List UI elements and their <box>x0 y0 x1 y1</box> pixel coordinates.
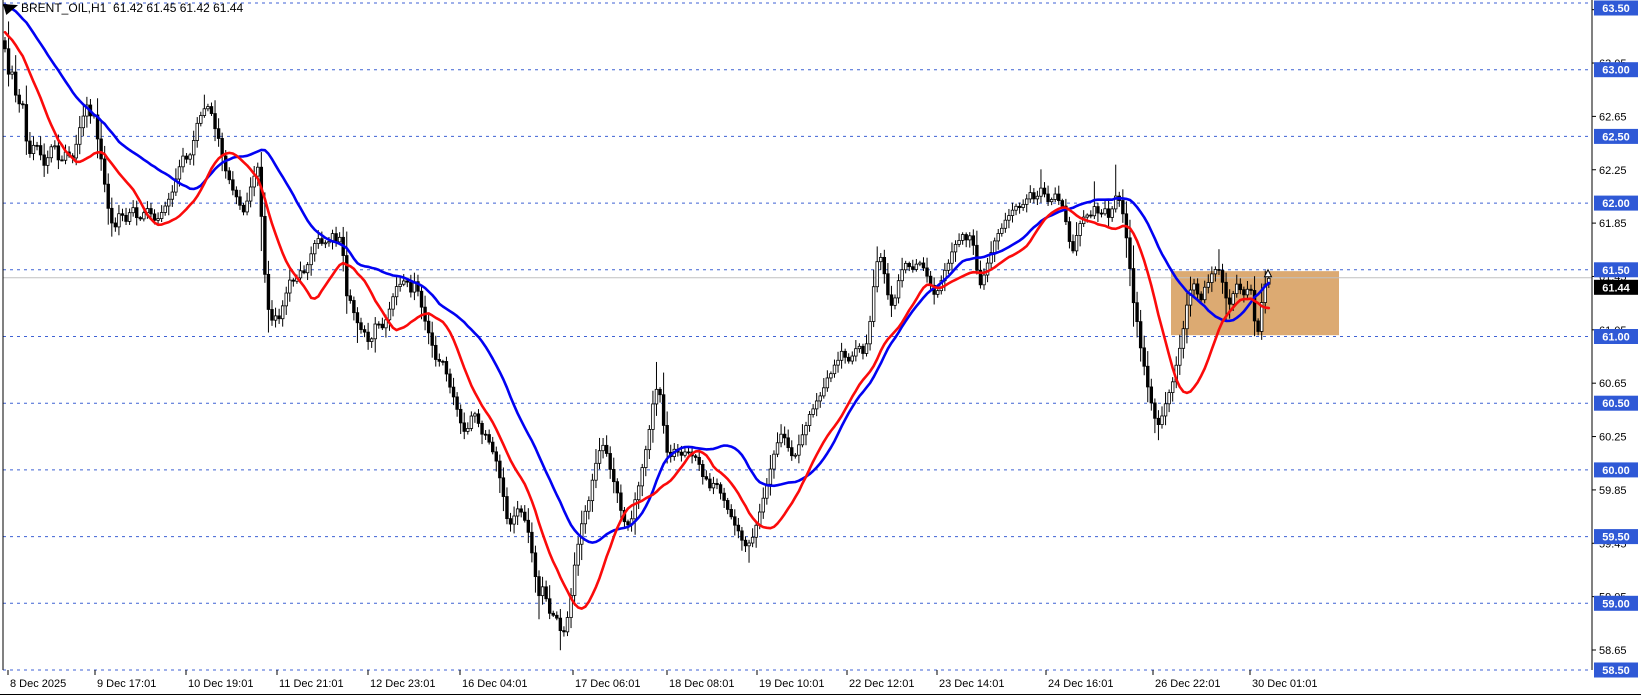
price-level-badge-label: 61.50 <box>1602 265 1630 277</box>
time-axis-label: 19 Dec 10:01 <box>759 678 824 690</box>
time-axis-label: 26 Dec 22:01 <box>1155 678 1220 690</box>
moving-average-slow <box>3 3 1271 544</box>
candlesticks <box>3 21 1271 651</box>
time-axis-label: 12 Dec 23:01 <box>370 678 435 690</box>
price-level-badge <box>1594 529 1638 545</box>
price-level-badge <box>1594 329 1638 344</box>
price-level-badge <box>1594 0 1638 16</box>
price-tick-label: 58.65 <box>1599 645 1627 657</box>
time-axis-label: 24 Dec 16:01 <box>1048 678 1113 690</box>
price-level-badge-label: 63.00 <box>1602 65 1630 77</box>
price-level-badge <box>1594 395 1638 411</box>
time-axis-label: 9 Dec 17:01 <box>97 678 156 690</box>
price-level-badge-label: 58.50 <box>1602 665 1630 677</box>
price-tick-label: 59.85 <box>1599 485 1627 497</box>
price-axis[interactable]: 63.4563.0562.6562.2561.8561.4561.0560.65… <box>1591 0 1638 678</box>
price-level-badge-label: 63.50 <box>1602 3 1630 15</box>
time-axis-label: 17 Dec 06:01 <box>575 678 640 690</box>
time-axis-label: 22 Dec 12:01 <box>849 678 914 690</box>
chart-plot-area[interactable] <box>3 0 1592 670</box>
time-axis-label: 18 Dec 08:01 <box>669 678 734 690</box>
price-level-badge <box>1594 262 1638 278</box>
price-level-gridlines <box>3 2 1592 671</box>
time-axis[interactable]: 8 Dec 2025 9 Dec 17:01 10 Dec 19:01 11 Dec … <box>7 670 1317 690</box>
chart-symbol-timeframe: BRENT_OIL,H1 <box>21 1 107 15</box>
price-level-badge-label: 61.00 <box>1602 332 1630 344</box>
time-axis-label: 8 Dec 2025 <box>10 678 66 690</box>
price-level-badge <box>1594 595 1638 611</box>
up-arrow-marker[interactable] <box>1263 268 1273 278</box>
price-level-badge-label: 59.00 <box>1602 598 1630 610</box>
time-axis-label: 30 Dec 01:01 <box>1252 678 1317 690</box>
chart-title: BRENT_OIL,H1 61.42 61.45 61.42 61.44 <box>21 1 243 15</box>
price-level-badge <box>1594 662 1638 678</box>
price-tick-label: 62.25 <box>1599 165 1627 177</box>
moving-average-fast <box>3 30 1271 610</box>
price-level-badge <box>1594 128 1638 144</box>
price-level-badge-label: 62.00 <box>1602 198 1630 210</box>
price-level-badge <box>1594 462 1638 478</box>
time-axis-label: 11 Dec 21:01 <box>279 678 344 690</box>
price-tick-label: 62.65 <box>1599 111 1627 123</box>
price-level-badge-label: 60.50 <box>1602 398 1630 410</box>
price-tick-label: 60.65 <box>1599 378 1627 390</box>
price-level-badge <box>1594 62 1638 78</box>
price-level-badge-label: 59.50 <box>1602 532 1630 544</box>
current-price-badge <box>1594 279 1638 295</box>
chart-ohlc-quote: 61.42 61.45 61.42 61.44 <box>113 1 244 15</box>
price-tick-label: 61.85 <box>1599 218 1627 230</box>
price-level-badge-label: 62.50 <box>1602 131 1630 143</box>
price-level-badge <box>1594 195 1638 211</box>
time-axis-label: 10 Dec 19:01 <box>188 678 253 690</box>
price-level-badge-label: 60.00 <box>1602 465 1630 477</box>
current-price-badge-label: 61.44 <box>1602 282 1630 294</box>
symbol-cursor-icon <box>3 4 18 15</box>
time-axis-label: 23 Dec 14:01 <box>939 678 1004 690</box>
price-tick-label: 60.25 <box>1599 432 1627 444</box>
time-axis-label: 16 Dec 04:01 <box>462 678 527 690</box>
